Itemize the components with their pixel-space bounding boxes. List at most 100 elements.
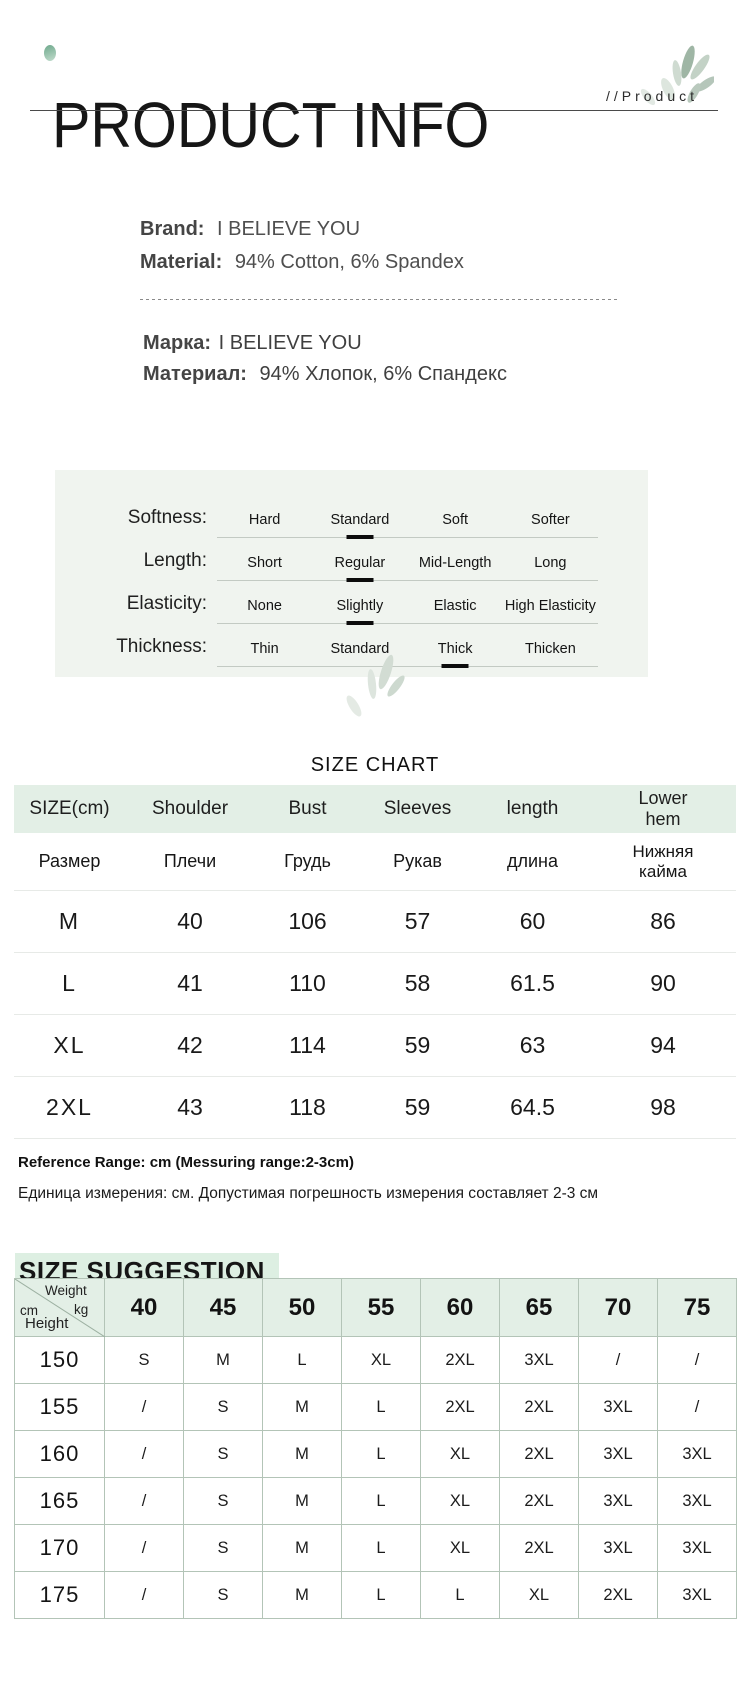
page-title: PRODUCT INFO (52, 88, 490, 161)
reference-note-ru: Единица измерения: см. Допустимая погреш… (18, 1185, 599, 1202)
material-label: Material: (140, 251, 223, 273)
option-mid-length: Mid-Length (418, 555, 492, 571)
option-high-elasticity: High Elasticity (504, 598, 596, 614)
column-header: length (506, 798, 559, 819)
table-row: L 41 110 58 61.5 90 (14, 953, 736, 1015)
column-header: Sleeves (383, 798, 452, 819)
option-hard: Hard (248, 512, 281, 528)
fabric-attributes-panel: Softness: Hard Standard Soft Softer Leng… (55, 470, 648, 677)
sleeves-cell: 59 (404, 1094, 431, 1120)
suggestion-cell: / (105, 1384, 184, 1431)
length-cell: 64.5 (510, 1094, 555, 1120)
suggestion-cell: 3XL (658, 1525, 737, 1572)
reference-note-en: Reference Range: cm (Messuring range:2-3… (18, 1154, 354, 1171)
attribute-row-thickness: Thickness: Thin Standard Thick Thicken (55, 624, 648, 667)
suggestion-cell: L (263, 1337, 342, 1384)
suggestion-cell: 2XL (421, 1384, 500, 1431)
brand-label: Brand: (140, 218, 205, 240)
option-thicken: Thicken (524, 641, 576, 657)
table-row: M 40 106 57 60 86 (14, 891, 736, 953)
suggestion-cell: / (658, 1337, 737, 1384)
sleeves-cell: 58 (404, 970, 431, 996)
option-elastic: Elastic (433, 598, 477, 614)
diagonal-line (15, 1279, 105, 1337)
brand-value: I BELIEVE YOU (217, 218, 361, 240)
size-cell: XL (53, 1032, 86, 1058)
size-suggestion-table: Weight kg cm Height 40 45 50 55 60 65 70… (14, 1278, 737, 1619)
lower-hem-cell: 90 (650, 970, 676, 996)
height-cell: 150 (15, 1337, 105, 1384)
column-header: длина (506, 851, 558, 871)
suggestion-cell: L (342, 1572, 421, 1619)
attribute-row-elasticity: Elasticity: None Slightly Elastic High E… (55, 581, 648, 624)
brand-section-en: Brand: I BELIEVE YOU Material: 94% Cotto… (140, 213, 464, 279)
option-thin: Thin (250, 641, 279, 657)
table-row: XL 42 114 59 63 94 (14, 1015, 736, 1077)
column-header: Нижняя кайма (590, 833, 736, 890)
corner-height-label: Height (25, 1315, 69, 1332)
suggestion-cell: 3XL (579, 1431, 658, 1478)
suggestion-cell: L (421, 1572, 500, 1619)
option-thick: Thick (408, 641, 503, 657)
corner-cm-label: cm (20, 1303, 38, 1318)
size-chart-header-en: SIZE(cm) Shoulder Bust Sleeves length Lo… (14, 785, 736, 833)
column-header: SIZE(cm) (29, 798, 110, 819)
suggestion-cell: / (105, 1478, 184, 1525)
brand-line: Brand: I BELIEVE YOU (140, 213, 464, 246)
bust-cell: 118 (289, 1094, 326, 1120)
weight-header: 55 (342, 1279, 421, 1337)
weight-header: 60 (421, 1279, 500, 1337)
bust-cell: 106 (288, 908, 327, 934)
height-cell: 155 (15, 1384, 105, 1431)
shoulder-cell: 43 (177, 1094, 203, 1120)
attribute-options: Thin Standard Thick Thicken (217, 641, 598, 667)
attribute-options: None Slightly Elastic High Elasticity (217, 598, 598, 624)
suggestion-cell: L (342, 1384, 421, 1431)
column-header: Shoulder (151, 798, 229, 819)
weight-header: 45 (184, 1279, 263, 1337)
shoulder-cell: 40 (177, 908, 203, 934)
material-value-ru: 94% Хлопок, 6% Спандекс (259, 363, 507, 385)
brand-section-ru: Марка: I BELIEVE YOU Материал: 94% Хлопо… (143, 328, 507, 390)
suggestion-cell: S (105, 1337, 184, 1384)
weight-header: 50 (263, 1279, 342, 1337)
suggestion-cell: 2XL (500, 1478, 579, 1525)
leaf-decoration-icon (328, 650, 418, 735)
suggestion-cell: S (184, 1572, 263, 1619)
suggestion-cell: 2XL (500, 1525, 579, 1572)
shoulder-cell: 42 (177, 1032, 203, 1058)
suggestion-cell: L (342, 1525, 421, 1572)
weight-header: 40 (105, 1279, 184, 1337)
suggestion-cell: XL (500, 1572, 579, 1619)
suggestion-cell: 3XL (579, 1525, 658, 1572)
suggestion-cell: 3XL (579, 1384, 658, 1431)
height-cell: 175 (15, 1572, 105, 1619)
suggestion-cell: / (658, 1384, 737, 1431)
height-cell: 160 (15, 1431, 105, 1478)
suggestion-cell: / (579, 1337, 658, 1384)
length-cell: 61.5 (510, 970, 555, 996)
length-cell: 60 (519, 908, 546, 934)
leaf-decoration-icon (628, 44, 717, 115)
sleeves-cell: 59 (404, 1032, 431, 1058)
brand-line-ru: Марка: I BELIEVE YOU (143, 328, 507, 359)
option-standard: Standard (330, 641, 390, 657)
option-standard: Standard (312, 512, 407, 528)
attribute-row-softness: Softness: Hard Standard Soft Softer (55, 495, 648, 538)
suggestion-cell: M (263, 1478, 342, 1525)
lower-hem-cell: 86 (650, 908, 676, 934)
option-short: Short (247, 555, 282, 571)
bust-cell: 110 (289, 970, 326, 996)
suggestion-cell: XL (421, 1431, 500, 1478)
column-header: Рукав (393, 851, 442, 871)
suggestion-cell: M (263, 1572, 342, 1619)
suggestion-cell: 3XL (658, 1572, 737, 1619)
weight-header: 75 (658, 1279, 737, 1337)
suggestion-cell: 2XL (500, 1431, 579, 1478)
suggestion-cell: 3XL (658, 1431, 737, 1478)
suggestion-cell: 3XL (500, 1337, 579, 1384)
accent-dot-icon (44, 45, 56, 61)
material-line-ru: Материал: 94% Хлопок, 6% Спандекс (143, 359, 507, 390)
column-header: Bust (288, 798, 327, 819)
dashed-divider (140, 299, 618, 300)
